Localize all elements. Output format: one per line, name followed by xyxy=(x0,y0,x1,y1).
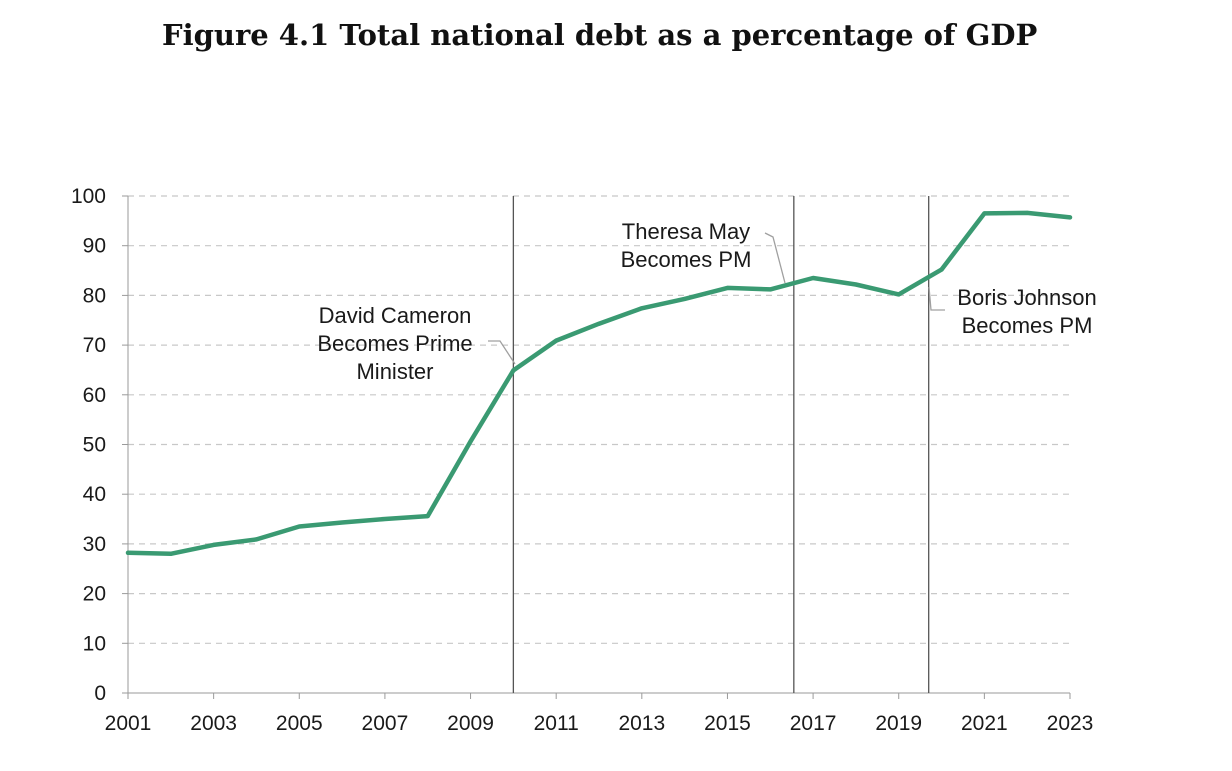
x-tick-label: 2021 xyxy=(961,712,1008,735)
data-point xyxy=(725,285,730,290)
x-tick-label: 2011 xyxy=(534,712,579,735)
x-tick-label: 2001 xyxy=(105,712,152,735)
x-tick-label: 2017 xyxy=(790,712,837,735)
data-point xyxy=(1025,210,1030,215)
data-point xyxy=(297,524,302,529)
y-tick-label: 10 xyxy=(83,632,106,655)
x-tick-label: 2013 xyxy=(618,712,665,735)
data-point xyxy=(939,267,944,272)
leader-line xyxy=(928,286,945,311)
x-tick-label: 2003 xyxy=(190,712,237,735)
data-point xyxy=(382,517,387,522)
annotations: David Cameron Becomes Prime Minister Theres… xyxy=(317,219,1096,384)
event-label: Becomes PM xyxy=(621,247,752,272)
grid-lines xyxy=(128,195,1070,644)
x-tick-label: 2015 xyxy=(704,712,751,735)
data-point xyxy=(468,439,473,444)
data-point xyxy=(639,306,644,311)
data-point xyxy=(511,368,516,373)
y-tick-label: 60 xyxy=(83,384,106,407)
data-point xyxy=(425,514,430,519)
data-point xyxy=(768,287,773,292)
x-tick-label: 2009 xyxy=(447,712,494,735)
event-label: Becomes PM xyxy=(962,313,1093,338)
y-tick-label: 30 xyxy=(83,533,106,556)
data-point xyxy=(597,321,601,326)
event-label: Boris Johnson xyxy=(957,285,1096,310)
event-label: David Cameron xyxy=(319,303,472,328)
x-tick-label: 2023 xyxy=(1047,712,1094,735)
data-point xyxy=(126,550,130,555)
data-series xyxy=(125,210,1073,557)
data-point xyxy=(682,296,687,301)
data-point xyxy=(211,542,216,547)
y-tick-label: 90 xyxy=(83,235,106,258)
x-tick-label: 2019 xyxy=(875,712,922,735)
event-label: Theresa May xyxy=(622,219,750,244)
y-tick-label: 80 xyxy=(83,284,106,307)
y-tick-label: 40 xyxy=(83,483,106,506)
x-tick-label: 2005 xyxy=(276,712,323,735)
chart-title: Figure 4.1 Total national debt as a perc… xyxy=(162,18,1038,52)
data-point xyxy=(554,338,559,343)
data-point xyxy=(811,276,816,281)
data-point xyxy=(896,292,901,297)
event-label: Becomes Prime xyxy=(317,331,472,356)
event-label: Minister xyxy=(356,359,433,384)
data-point xyxy=(168,551,173,556)
leader-line xyxy=(488,340,516,365)
axes: 0 10 20 30 40 50 60 70 80 90 100 2001 2003 2005 2007 20… xyxy=(71,185,1093,735)
data-point xyxy=(254,537,259,542)
data-point xyxy=(340,520,345,525)
data-point xyxy=(982,211,987,216)
y-tick-label: 50 xyxy=(83,434,106,457)
data-point xyxy=(1068,215,1072,220)
y-tick-label: 100 xyxy=(71,185,106,208)
leader-line xyxy=(764,232,786,284)
x-tick-label: 2007 xyxy=(362,712,409,735)
y-tick-label: 0 xyxy=(94,682,106,705)
y-tick-label: 70 xyxy=(83,334,106,357)
y-tick-label: 20 xyxy=(83,583,106,606)
data-point xyxy=(853,282,858,287)
